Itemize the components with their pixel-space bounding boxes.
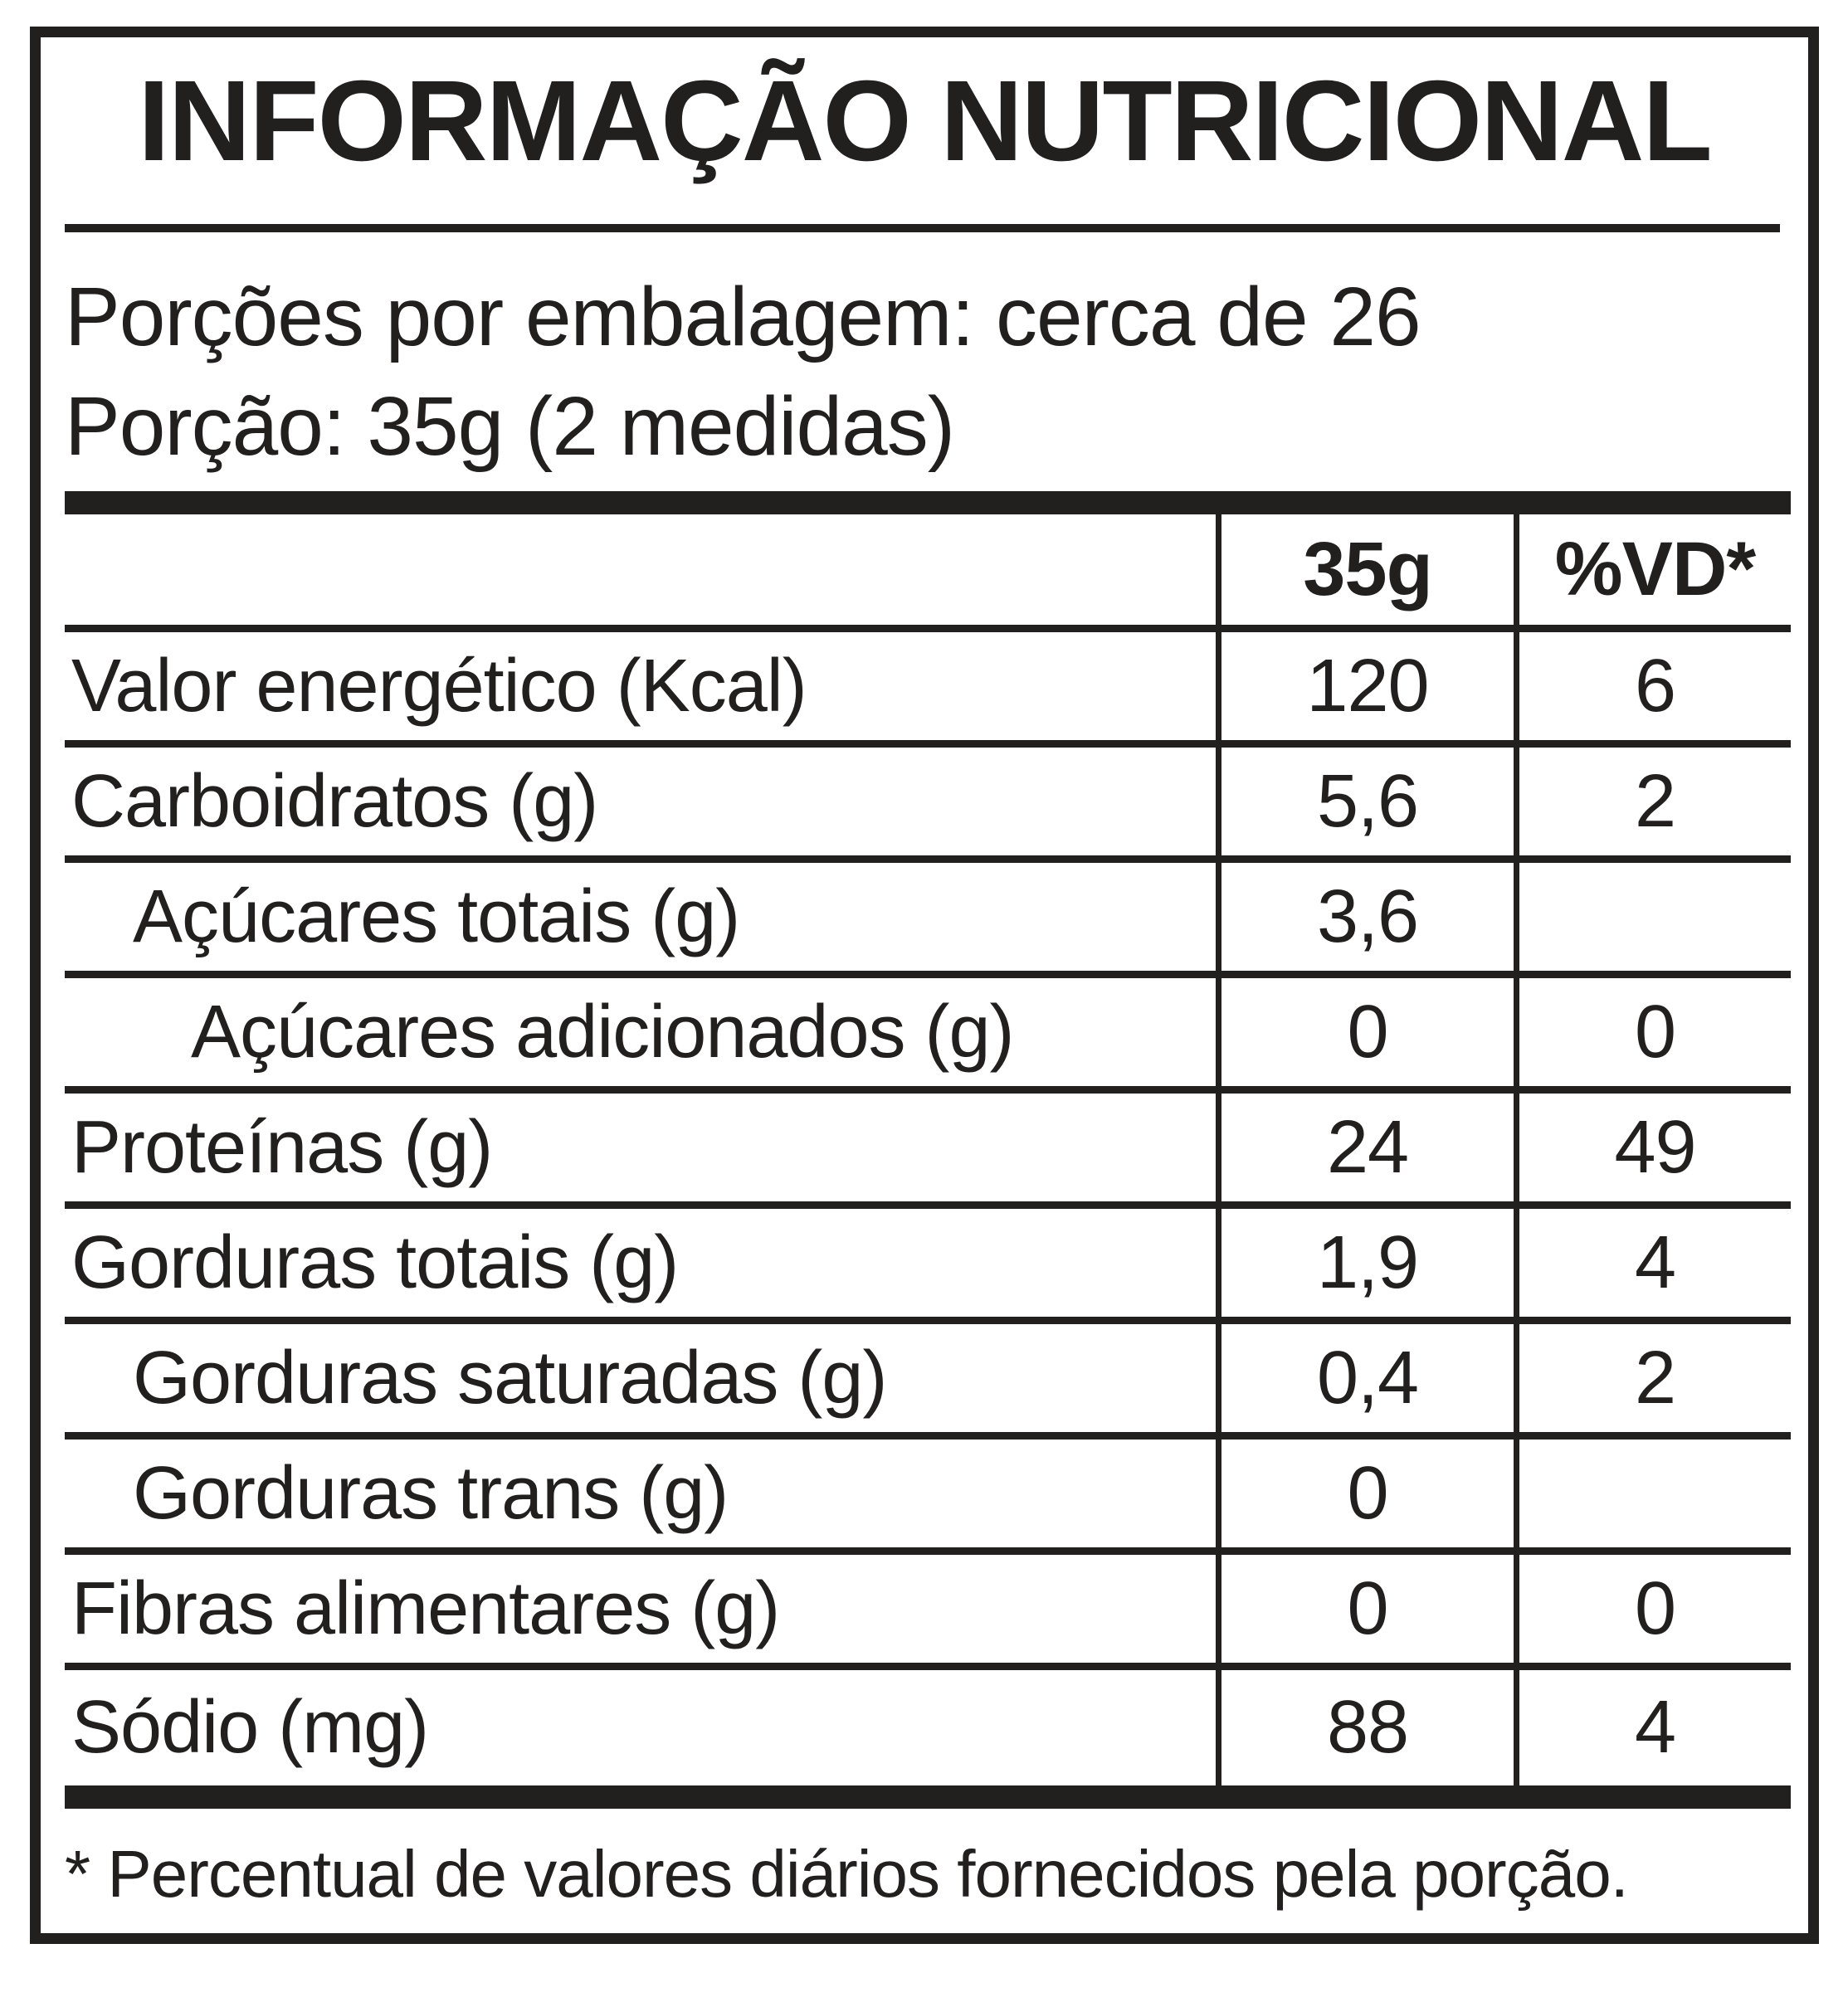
table-row: Gorduras totais (g) 1,9 4 — [65, 1209, 1791, 1324]
row-label: Proteínas (g) — [71, 1105, 493, 1189]
row-dv-value: 2 — [1514, 1324, 1791, 1432]
table-row: Açúcares totais (g) 3,6 — [65, 863, 1791, 978]
table-row: Gorduras trans (g) 0 — [65, 1439, 1791, 1555]
row-label: Valor energético (Kcal) — [71, 644, 807, 728]
nutrition-table: 35g %VD* Valor energético (Kcal) 120 6 C… — [65, 514, 1791, 1785]
row-dv-value: 6 — [1514, 632, 1791, 740]
servings-per-package: Porções por embalagem: cerca de 26 — [65, 270, 1421, 363]
row-dv-value: 2 — [1514, 748, 1791, 855]
row-amount-value: 24 — [1216, 1094, 1514, 1201]
table-row: Carboidratos (g) 5,6 2 — [65, 748, 1791, 863]
table-header-row: 35g %VD* — [65, 514, 1791, 632]
row-label: Fibras alimentares (g) — [71, 1566, 780, 1650]
row-amount-value: 0 — [1216, 1555, 1514, 1663]
serving-info: Porções por embalagem: cerca de 26 Porçã… — [65, 262, 1784, 481]
row-amount-value: 3,6 — [1216, 863, 1514, 971]
row-amount-value: 0 — [1216, 1439, 1514, 1547]
row-amount-value: 88 — [1216, 1670, 1514, 1785]
row-dv-value: 49 — [1514, 1094, 1791, 1201]
table-row: Fibras alimentares (g) 0 0 — [65, 1555, 1791, 1670]
row-amount-value: 0,4 — [1216, 1324, 1514, 1432]
title-divider — [65, 224, 1780, 232]
label-border-box: INFORMAÇÃO NUTRICIONAL Porções por embal… — [30, 27, 1819, 1944]
row-label: Gorduras totais (g) — [71, 1220, 679, 1304]
row-dv-value — [1514, 1439, 1791, 1547]
table-row: Sódio (mg) 88 4 — [65, 1670, 1791, 1785]
row-label: Gorduras trans (g) — [133, 1451, 729, 1535]
row-amount-value: 5,6 — [1216, 748, 1514, 855]
row-label: Gorduras saturadas (g) — [133, 1336, 887, 1420]
row-label: Açúcares totais (g) — [133, 874, 740, 958]
row-dv-value: 0 — [1514, 978, 1791, 1086]
portion-size: Porção: 35g (2 medidas) — [65, 380, 955, 473]
table-row: Valor energético (Kcal) 120 6 — [65, 632, 1791, 748]
row-label: Açúcares adicionados (g) — [191, 990, 1015, 1074]
table-row: Açúcares adicionados (g) 0 0 — [65, 978, 1791, 1094]
daily-value-footnote: * Percentual de valores diários fornecid… — [65, 1837, 1629, 1911]
table-row: Gorduras saturadas (g) 0,4 2 — [65, 1324, 1791, 1439]
row-dv-value: 4 — [1514, 1209, 1791, 1317]
column-header-amount: 35g — [1216, 514, 1514, 625]
row-label: Carboidratos (g) — [71, 759, 598, 843]
table-top-bar — [65, 491, 1791, 514]
row-amount-value: 1,9 — [1216, 1209, 1514, 1317]
row-amount-value: 120 — [1216, 632, 1514, 740]
header-empty-cell — [65, 514, 1216, 625]
column-header-daily-value: %VD* — [1514, 514, 1791, 625]
row-dv-value: 0 — [1514, 1555, 1791, 1663]
row-amount-value: 0 — [1216, 978, 1514, 1086]
row-dv-value — [1514, 863, 1791, 971]
row-label: Sódio (mg) — [71, 1686, 429, 1769]
nutrition-title: INFORMAÇÃO NUTRICIONAL — [138, 57, 1712, 185]
table-bottom-bar — [65, 1785, 1791, 1809]
row-dv-value: 4 — [1514, 1670, 1791, 1785]
table-row: Proteínas (g) 24 49 — [65, 1094, 1791, 1209]
